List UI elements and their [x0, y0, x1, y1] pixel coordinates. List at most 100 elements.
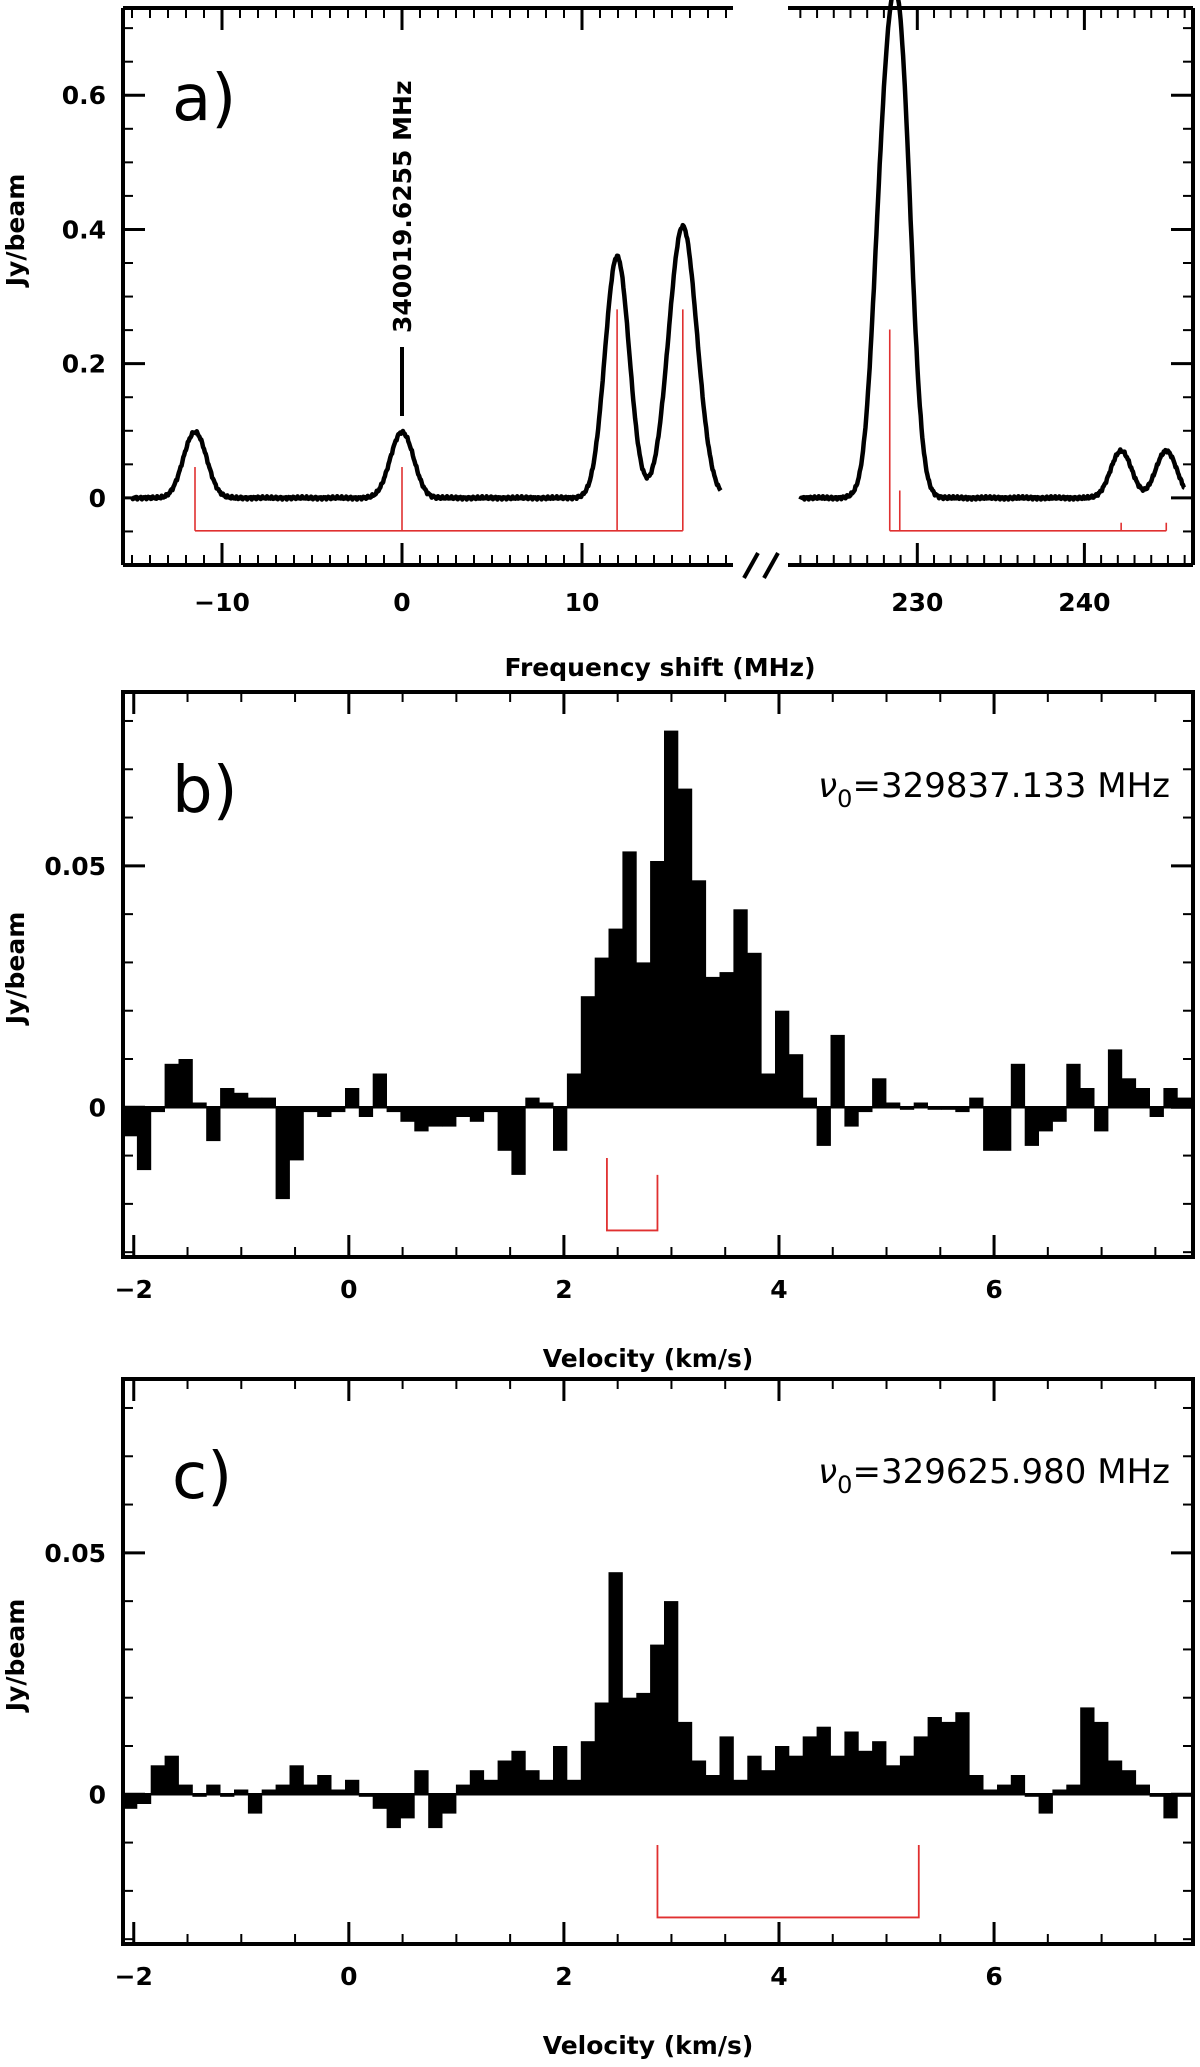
panel-c-marker-bracket: [656, 1845, 920, 1919]
panel-b-bar: [123, 1107, 138, 1137]
panel-a-ytick-label: 0: [89, 484, 106, 513]
panel-b-bar: [594, 957, 609, 1108]
panel-c-tag: c): [172, 1440, 232, 1514]
panel-a-tag: a): [172, 62, 236, 136]
panel-b-line-marker: [606, 1158, 659, 1232]
panel-b-bar: [1094, 1107, 1109, 1132]
panel-c-bar: [247, 1794, 263, 1814]
panel-b-bar: [1149, 1107, 1164, 1117]
panel-c-bar: [1080, 1707, 1095, 1795]
panel-b-bar: [927, 1107, 942, 1110]
panel-c-bar: [886, 1765, 901, 1795]
panel-c-xtick-label: 6: [985, 1962, 1002, 1991]
panel-c-bar: [969, 1775, 984, 1795]
panel-c-bar: [997, 1784, 1012, 1795]
panel-c-bar: [317, 1775, 332, 1795]
panel-b-bar: [886, 1102, 901, 1108]
panel-c-bar: [178, 1784, 193, 1795]
panel-b-bar: [844, 1107, 859, 1127]
panel-c-bar: [650, 1644, 665, 1795]
panel-b-bar: [1107, 1049, 1123, 1108]
panel-c-bar: [664, 1601, 679, 1795]
panel-b-bar: [913, 1102, 928, 1108]
panel-b-rest-frequency: ν0=329837.133 MHz: [818, 766, 1170, 813]
panel-b-bar: [1066, 1063, 1081, 1108]
panel-a-ylabel: Jy/beam: [1, 174, 30, 289]
panel-b-bar: [636, 962, 651, 1108]
panel-c-bar: [830, 1755, 845, 1795]
panel-b-ticks: −2 0 2 4 6 0 0.05: [44, 692, 1193, 1304]
panel-c-bar: [1163, 1794, 1178, 1819]
panel-a-line-annotation: 340019.6255 MHz: [388, 80, 417, 333]
panel-b-bar: [497, 1107, 512, 1151]
panel-c-bar: [816, 1726, 831, 1795]
panel-c-bar: [386, 1794, 401, 1829]
panel-b-bar: [136, 1107, 152, 1171]
panel-c-bar: [899, 1755, 915, 1795]
panel-c-xtick-label: 4: [770, 1962, 787, 1991]
panel-c-bar: [234, 1789, 249, 1795]
panel-c-nu-symbol: ν: [818, 1452, 837, 1492]
panel-c-ytick-label: 0.05: [44, 1539, 106, 1568]
panel-b-bar: [345, 1088, 360, 1108]
panel-c-nu-subscript: 0: [837, 1471, 852, 1499]
panel-b-bar: [317, 1107, 332, 1117]
panel-b-bar: [247, 1097, 263, 1108]
panel-b-bar: [469, 1107, 485, 1122]
panel-c-bar: [1121, 1770, 1137, 1795]
panel-c-bar: [289, 1765, 304, 1795]
panel-c-bar: [844, 1731, 859, 1795]
panel-a-xtick-label: 10: [565, 588, 600, 617]
panel-b-nu-symbol: ν: [818, 766, 837, 806]
panel-c-bar: [414, 1770, 429, 1795]
panel-b-tag: b): [172, 754, 238, 828]
panel-c-bar: [566, 1779, 582, 1795]
panel-b-bar: [1135, 1088, 1150, 1108]
panel-b-axes: [121, 690, 1195, 1259]
panel-b-bar: [400, 1107, 415, 1122]
panel-c-bar: [372, 1794, 387, 1809]
panel-a-xtick-label: 0: [393, 588, 410, 617]
panel-c-bar: [261, 1789, 276, 1795]
panel-a-axis-break-mark: [762, 552, 780, 579]
panel-b-bar: [164, 1063, 179, 1108]
panel-c-bar: [622, 1697, 637, 1795]
panel-b-bar: [1177, 1097, 1192, 1108]
panel-a-traces: [129, 0, 1187, 502]
panel-b-bar: [830, 1034, 845, 1108]
panel-c-bar: [1066, 1784, 1081, 1795]
panel-c-bar: [802, 1736, 817, 1795]
panel-c-bar: [331, 1789, 346, 1795]
panel-b-bar: [747, 952, 762, 1108]
panel-b-bar: [1010, 1063, 1026, 1108]
panel-b-bar: [303, 1107, 318, 1113]
panel-c-bar: [1107, 1760, 1123, 1795]
panel-b-bar: [1163, 1088, 1178, 1108]
panel-c-bar: [788, 1755, 804, 1795]
panel-b-bar: [206, 1107, 221, 1142]
panel-c-bar: [775, 1746, 790, 1795]
panel-b-bar: [761, 1073, 776, 1108]
panel-c-bar: [733, 1779, 748, 1795]
panel-c-bar: [150, 1765, 165, 1795]
panel-c-bar: [927, 1717, 942, 1795]
panel-b-bar: [899, 1107, 915, 1110]
panel-c-bar: [483, 1779, 498, 1795]
panel-b-bar: [442, 1107, 457, 1127]
panel-b-xtick-label: −2: [115, 1275, 153, 1304]
panel-b-bar: [733, 909, 748, 1108]
panel-c-bar: [497, 1760, 512, 1795]
panel-a-line-markers: [194, 309, 1168, 532]
panel-b-bar: [455, 1107, 471, 1117]
panel-b-bar: [428, 1107, 443, 1127]
panel-c-ytick-label: 0: [89, 1780, 106, 1809]
panel-c-bar: [469, 1770, 485, 1795]
panel-b-bar: [289, 1107, 304, 1161]
panel-a-xlabel: Frequency shift (MHz): [504, 653, 815, 682]
panel-a-xtick-label: 230: [891, 588, 943, 617]
panel-a-axes: [121, 6, 1195, 579]
panel-c-bar: [358, 1794, 374, 1797]
panel-c-xtick-label: 0: [340, 1962, 357, 1991]
panel-c-bar: [1149, 1794, 1164, 1797]
